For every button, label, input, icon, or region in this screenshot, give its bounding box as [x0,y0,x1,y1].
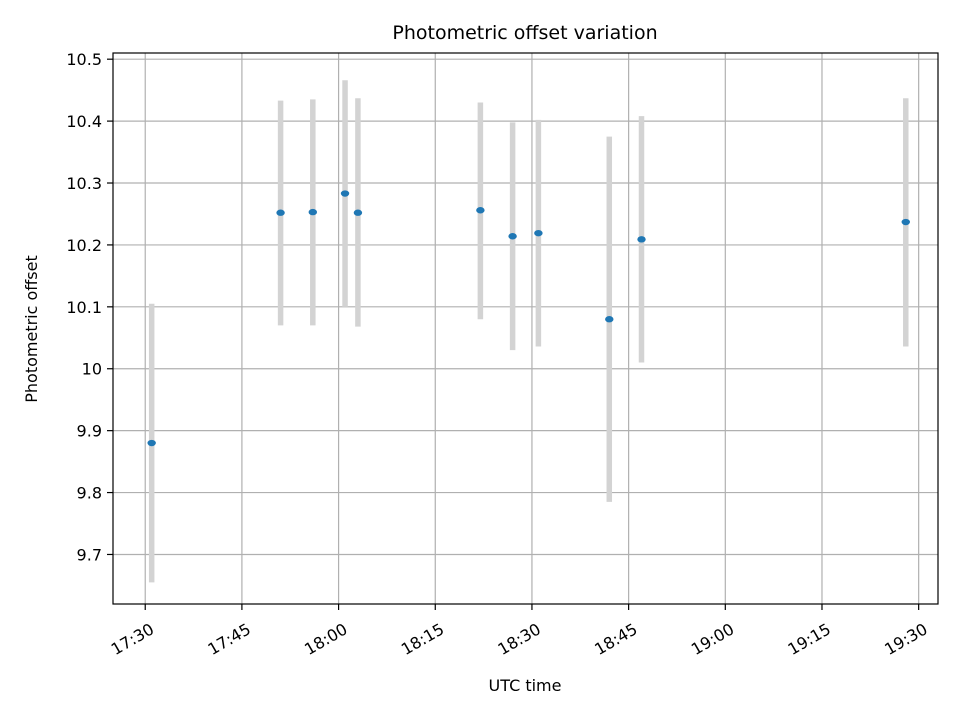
plot-frame [112,52,939,605]
y-axis-label: Photometric offset [22,255,41,403]
x-tick-label: 18:30 [495,619,544,659]
data-point [476,207,485,214]
x-tick-label: 17:45 [204,619,253,659]
data-point [276,209,285,216]
y-tick-label: 10.3 [66,174,102,193]
point-layer [147,190,910,447]
y-tick-label: 10 [82,360,102,379]
x-tick-label: 19:00 [688,619,737,659]
y-tick-layer: 9.7 9.8 9.9 10 10.1 10.2 10.3 10.4 10.5 [66,50,113,564]
x-tick-label: 19:15 [785,619,834,659]
data-point [353,209,363,216]
y-tick-label: 10.2 [66,236,102,255]
chart-title: Photometric offset variation [392,22,657,44]
data-point [534,229,543,237]
errorbar-layer [148,80,909,583]
x-tick-label: 18:00 [301,619,350,659]
data-point [605,316,614,323]
data-point [637,236,646,243]
y-tick-label: 9.8 [77,484,102,503]
y-tick-label: 9.7 [77,545,102,564]
x-tick-label: 18:15 [398,619,447,659]
y-tick-label: 10.1 [66,298,102,317]
y-tick-label: 9.9 [77,422,102,441]
data-point [901,218,910,226]
y-tick-label: 10.5 [66,50,102,69]
x-tick-label: 17:30 [108,619,157,659]
x-tick-layer: 17:30 17:45 18:00 18:15 18:30 18:45 19:00 19:15… [108,604,931,659]
x-tick-label: 19:30 [881,619,930,659]
data-point [508,233,517,240]
data-point [308,208,318,216]
x-axis-label: UTC time [489,676,562,695]
grid-layer [113,53,938,604]
data-point [147,439,156,447]
data-point [340,190,350,197]
x-tick-label: 18:45 [591,619,640,659]
y-tick-label: 10.4 [66,112,102,131]
